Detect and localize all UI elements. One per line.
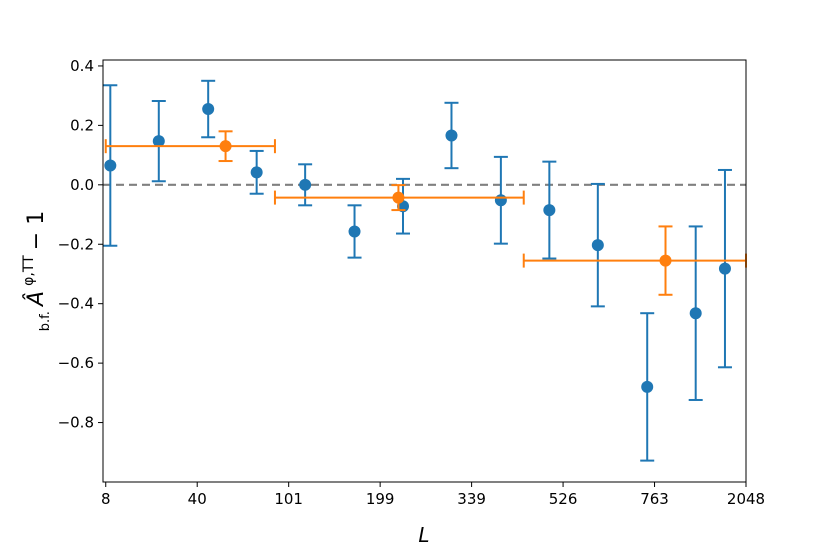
y-axis-label-main: Â: [23, 291, 49, 308]
data-point: [348, 225, 361, 238]
x-tick-label: 526: [549, 490, 578, 508]
data-point: [219, 140, 232, 153]
x-tick-label: 2048: [727, 490, 765, 508]
svg-text:b.f. Â φ,TT: b.f. Â φ,TT − 1: [18, 211, 53, 331]
data-point: [718, 262, 731, 275]
data-point: [659, 254, 672, 267]
data-point: [689, 307, 702, 320]
y-axis: −0.8 −0.6 −0.4 −0.2 0.0 0.2 0.4: [58, 57, 103, 432]
y-tick-label: 0.4: [70, 57, 94, 75]
plot-area: [103, 79, 747, 462]
x-tick-label: 339: [457, 490, 486, 508]
x-tick-label: 763: [640, 490, 669, 508]
data-point: [445, 129, 458, 142]
y-tick-label: −0.8: [58, 414, 94, 432]
y-tick-label: −0.4: [58, 295, 94, 313]
x-tick-label: 8: [101, 490, 111, 508]
data-point: [202, 103, 215, 116]
y-tick-label: 0.0: [70, 176, 94, 194]
x-tick-label: 101: [274, 490, 303, 508]
data-point: [641, 380, 654, 393]
data-point: [250, 166, 263, 179]
series-fine-bins: [103, 79, 732, 462]
y-tick-label: 0.2: [70, 116, 94, 134]
y-axis-label-superscript: φ,TT: [21, 255, 37, 286]
data-point: [591, 239, 604, 252]
y-axis-label-suffix: − 1: [24, 211, 49, 250]
y-tick-label: −0.2: [58, 235, 94, 253]
data-point: [543, 204, 556, 217]
y-axis-label: b.f. Â φ,TT − 1: [18, 211, 53, 331]
y-tick-label: −0.6: [58, 354, 94, 372]
data-point: [299, 178, 312, 191]
x-tick-label: 40: [188, 490, 207, 508]
data-point: [494, 194, 507, 207]
data-point: [104, 159, 117, 172]
data-point: [392, 191, 405, 204]
x-axis-label: L: [418, 523, 429, 547]
x-axis: 8 40 101 199 339 526 763 2048: [101, 482, 765, 508]
data-point: [152, 135, 165, 148]
y-axis-label-prefix: b.f.: [38, 311, 53, 331]
x-tick-label: 199: [366, 490, 395, 508]
series-coarse-bins: [104, 130, 747, 296]
plot-frame: [102, 59, 747, 483]
